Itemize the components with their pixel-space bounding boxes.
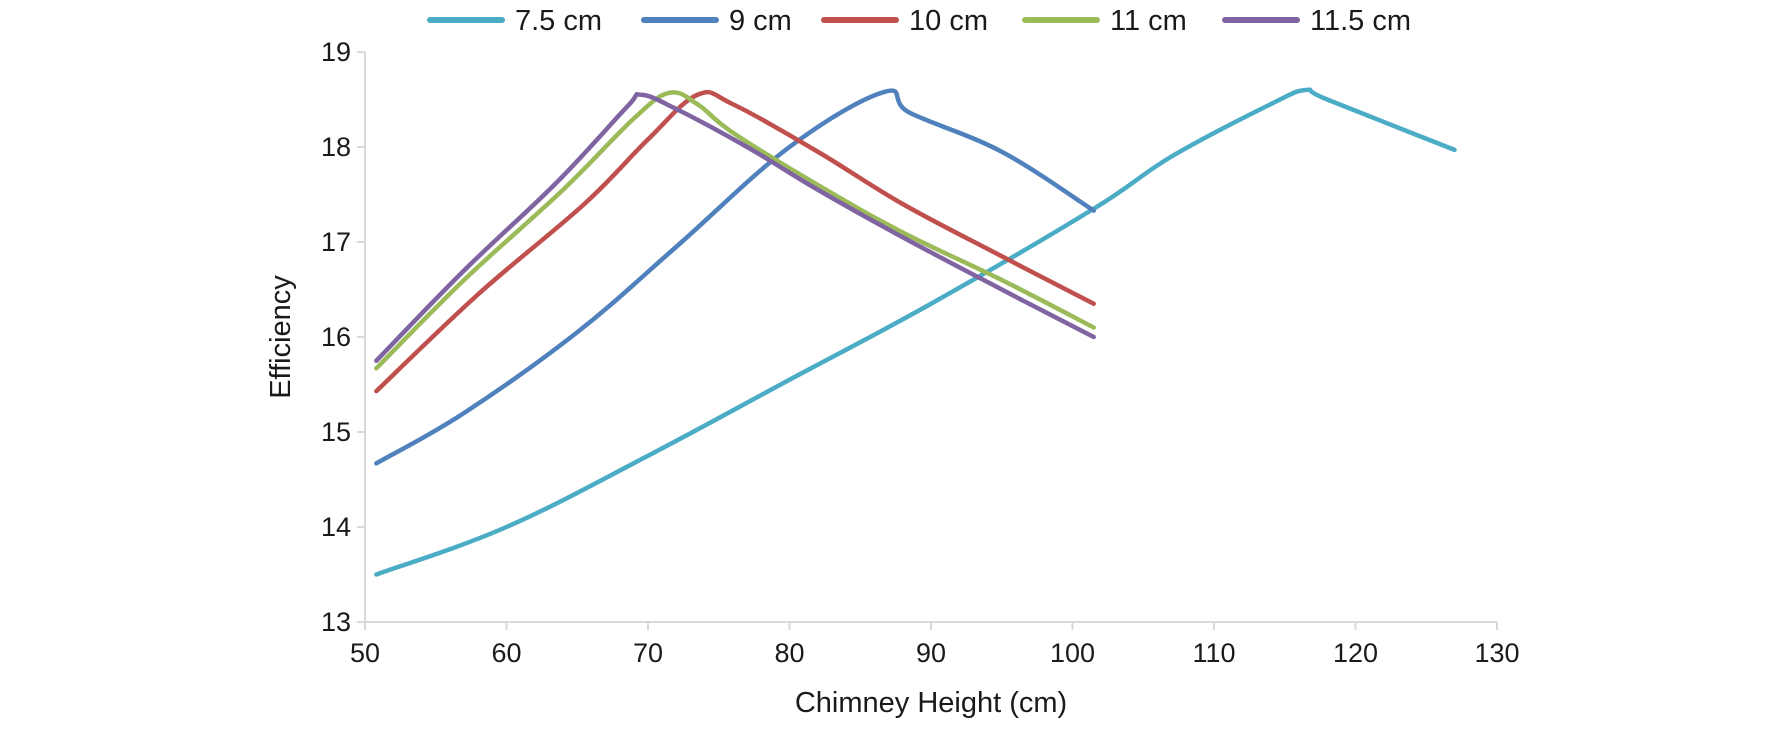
x-tick-label: 60 — [491, 638, 521, 668]
series-line — [374, 90, 1096, 371]
y-tick-label: 16 — [321, 322, 351, 352]
x-tick-label: 80 — [774, 638, 804, 668]
legend-label: 9 cm — [729, 5, 792, 37]
x-tick-label: 90 — [916, 638, 946, 668]
y-tick-label: 18 — [321, 132, 351, 162]
x-axis-ticks: 50 60 70 80 90 100 110 120 130 — [350, 622, 1520, 668]
x-tick-label: 120 — [1333, 638, 1378, 668]
x-tick-label: 70 — [633, 638, 663, 668]
legend-label: 7.5 cm — [515, 5, 602, 37]
y-axis-ticks: 13 14 15 16 17 18 19 — [321, 37, 365, 637]
series-line — [374, 92, 1096, 363]
y-tick-label: 17 — [321, 227, 351, 257]
series-line — [374, 87, 1457, 577]
series-line — [374, 89, 1096, 394]
y-tick-label: 19 — [321, 37, 351, 67]
x-tick-label: 50 — [350, 638, 380, 668]
legend-label: 10 cm — [909, 5, 988, 37]
x-tick-label: 100 — [1050, 638, 1095, 668]
axes: 13 14 15 16 17 18 19 50 60 70 80 90 100 110 120 130 — [321, 37, 1520, 668]
legend-label: 11 cm — [1110, 5, 1187, 37]
y-tick-label: 13 — [321, 607, 351, 637]
x-tick-label: 110 — [1192, 638, 1235, 668]
legend: 7.5 cm 9 cm 10 cm 11 cm 11.5 cm — [427, 5, 1411, 37]
plot-area — [374, 87, 1457, 577]
x-tick-label: 130 — [1474, 638, 1519, 668]
y-tick-label: 15 — [321, 417, 351, 447]
legend-label: 11.5 cm — [1310, 5, 1411, 37]
x-axis-title: Chimney Height (cm) — [795, 687, 1067, 719]
y-tick-label: 14 — [321, 512, 351, 542]
y-axis-title: Efficiency — [265, 275, 297, 399]
